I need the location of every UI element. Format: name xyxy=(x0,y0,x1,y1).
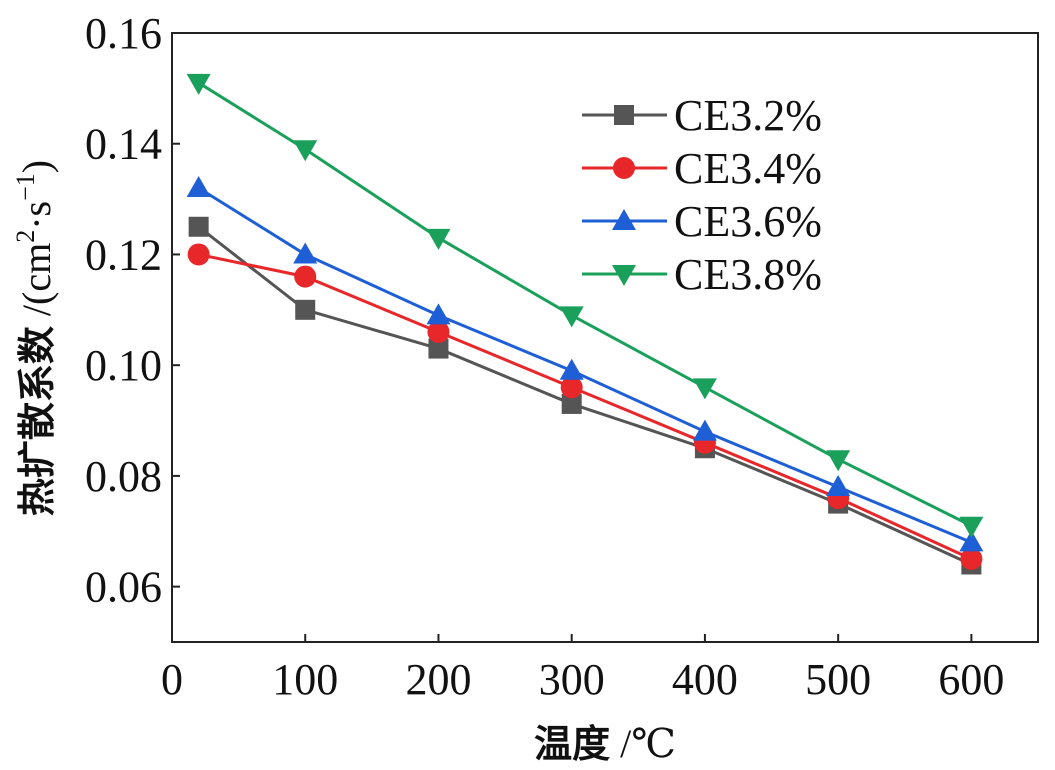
legend-item: CE3.4% xyxy=(582,144,822,193)
y-tick-label: 0.12 xyxy=(85,230,162,279)
legend-item: CE3.6% xyxy=(582,197,822,246)
data-point xyxy=(428,338,449,359)
data-point xyxy=(293,140,318,162)
plot-frame xyxy=(171,32,1039,643)
series-line xyxy=(197,186,972,544)
y-tick-label: 0.06 xyxy=(85,563,162,612)
data-point xyxy=(186,176,211,198)
y-tick-label: 0.10 xyxy=(85,341,162,390)
legend-marker xyxy=(614,105,634,125)
series-layer xyxy=(186,73,984,575)
legend: CE3.2%CE3.4%CE3.6%CE3.8% xyxy=(582,91,822,299)
x-tick-label: 500 xyxy=(805,655,871,704)
legend-label: CE3.4% xyxy=(674,144,822,193)
y-tick-label: 0.16 xyxy=(85,9,162,58)
legend-marker xyxy=(612,265,636,286)
x-tick-label: 300 xyxy=(539,655,605,704)
data-point xyxy=(559,358,584,380)
x-axis-title: 温度/℃ xyxy=(534,721,676,766)
legend-label: CE3.6% xyxy=(674,197,822,246)
data-point xyxy=(959,516,984,538)
x-tick-label: 0 xyxy=(161,655,183,704)
x-tick-label: 400 xyxy=(672,655,738,704)
data-point xyxy=(188,216,209,237)
x-tick-label: 100 xyxy=(272,655,338,704)
data-point xyxy=(294,265,317,288)
data-point xyxy=(826,450,851,472)
y-axis-title: 热扩散系数 /(cm2·s−1) xyxy=(11,160,59,516)
series-1 xyxy=(187,243,983,570)
data-point xyxy=(560,376,583,399)
data-point xyxy=(426,303,451,325)
legend-label: CE3.2% xyxy=(674,91,822,140)
y-axis-unit-sup1: 2 xyxy=(11,230,40,243)
legend-marker xyxy=(613,157,635,179)
x-axis-title-unit: /℃ xyxy=(620,721,676,766)
y-axis-unit-suffix: ) xyxy=(14,160,59,173)
legend-item: CE3.8% xyxy=(582,250,822,299)
data-point xyxy=(186,73,211,95)
data-point xyxy=(426,228,451,250)
x-axis-title-name: 温度 xyxy=(534,722,610,766)
data-point xyxy=(187,243,210,266)
data-point xyxy=(295,299,316,320)
x-tick-label: 600 xyxy=(938,655,1004,704)
legend-item: CE3.2% xyxy=(582,91,822,140)
y-tick-label: 0.14 xyxy=(85,120,162,169)
legend-label: CE3.8% xyxy=(674,250,822,299)
ticks-layer: 0 100 200 300 400 500 600 0.06 0.08 0.10 0.12 0.14 0… xyxy=(85,9,1004,704)
data-point xyxy=(692,378,717,400)
x-tick-label: 200 xyxy=(405,655,471,704)
data-point xyxy=(427,320,450,343)
y-axis-unit-sup2: −1 xyxy=(11,173,40,201)
y-axis-title-name: 热扩散系数 xyxy=(15,326,59,516)
y-tick-label: 0.08 xyxy=(85,452,162,501)
legend-marker xyxy=(612,209,636,230)
series-2 xyxy=(186,176,984,552)
y-axis-unit-prefix: /(cm xyxy=(14,243,59,316)
data-point xyxy=(561,393,582,414)
data-point xyxy=(826,474,851,496)
data-point xyxy=(293,242,318,264)
data-point xyxy=(692,419,717,441)
y-axis-unit-mid: ·s xyxy=(14,201,59,230)
data-point xyxy=(960,547,983,570)
data-point xyxy=(959,530,984,552)
series-3 xyxy=(186,73,984,538)
data-point xyxy=(559,306,584,328)
